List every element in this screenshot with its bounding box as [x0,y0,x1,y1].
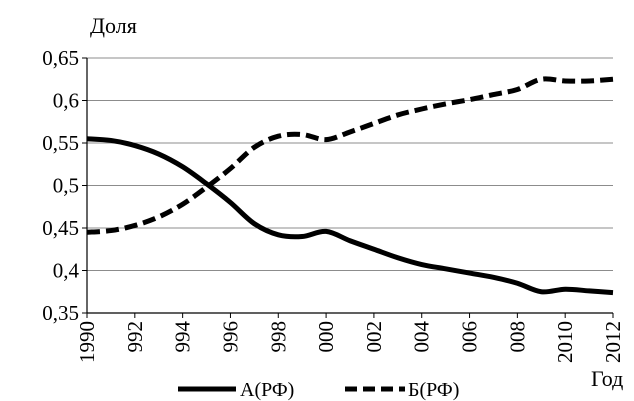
y-axis-title: Доля [90,13,137,38]
x-tick-label: 000 [314,321,338,353]
x-tick-label: 2010 [553,321,577,363]
y-tick-label: 0,4 [53,259,80,283]
x-tick-label: 996 [218,321,242,353]
x-tick-label: 004 [410,321,434,353]
legend: А(РФ) Б(РФ) [178,379,459,401]
series-line-b [86,76,614,235]
y-tick-label: 0,45 [42,216,79,240]
y-tick-label: 0,65 [42,46,79,70]
y-tick-label: 0,6 [53,89,79,113]
y-tick-labels: 0,35 0,4 0,45 0,5 0,55 0,6 0,65 [42,46,87,325]
y-tick-label: 0,5 [53,174,79,198]
y-tick-label: 0,35 [42,301,79,325]
x-axis-title: Год [591,366,623,391]
x-tick-label: 992 [123,321,147,353]
legend-label-b: Б(РФ) [408,379,459,401]
x-tick-label: 998 [266,321,290,353]
x-tick-label: 006 [458,321,482,353]
series-line-a [86,136,614,296]
y-tick-label: 0,55 [42,131,79,155]
x-tick-label: 1990 [75,321,99,363]
legend-label-a: А(РФ) [240,379,294,401]
gridlines [87,57,613,271]
series-lines [86,76,614,296]
x-tick-label: 002 [362,321,386,353]
x-tick-labels: 1990 992 994 996 998 000 002 004 006 008 2010 2012 [75,313,625,363]
x-tick-label: 2012 [601,321,625,363]
x-tick-label: 994 [171,321,195,353]
x-tick-label: 008 [505,321,529,353]
